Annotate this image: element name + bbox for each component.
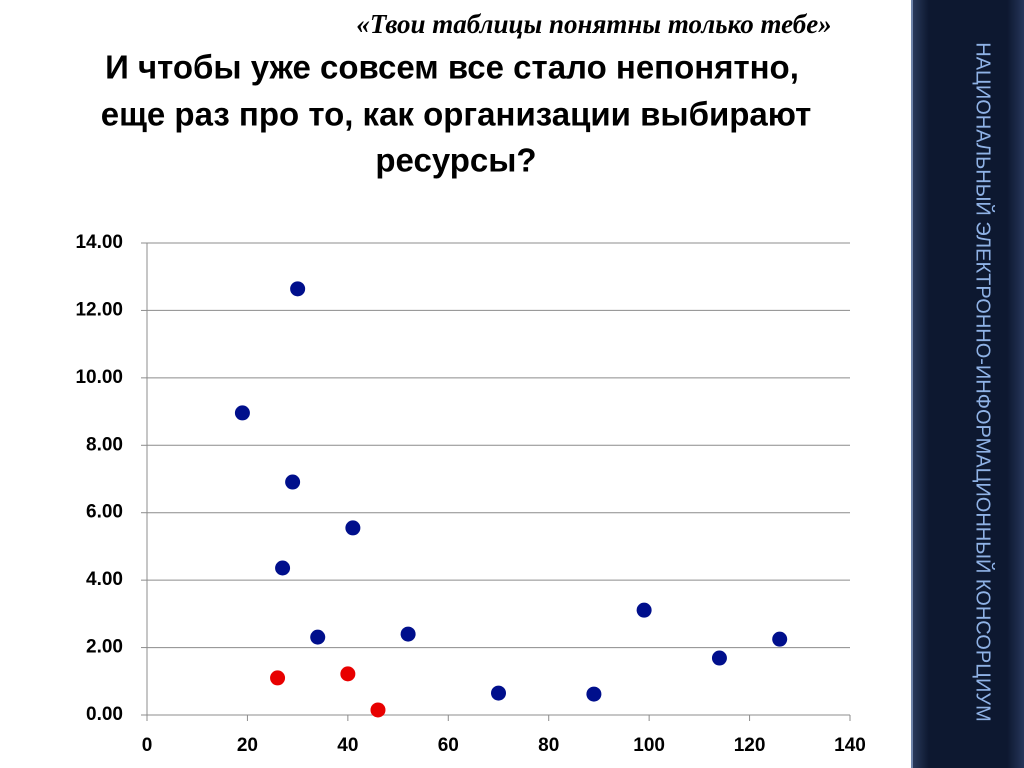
chart: 0.00 2.00 4.00 6.00 8.00 10.00 12.00 14.00 0 20 40…: [75, 232, 865, 756]
y-tick-label: 6.00: [86, 502, 123, 523]
point: [491, 685, 506, 701]
point: [345, 520, 361, 536]
y-tick-label: 10.00: [75, 367, 123, 388]
x-tick-label: 20: [237, 735, 258, 756]
y-tick-label: 8.00: [86, 434, 123, 455]
point: [340, 666, 356, 682]
x-tick-label: 60: [438, 735, 459, 756]
y-tick-label: 14.00: [75, 232, 123, 253]
point: [711, 650, 727, 666]
x-tick-label: 140: [834, 735, 866, 756]
y-tick-label: 2.00: [86, 637, 123, 658]
x-tick-label: 40: [337, 735, 358, 756]
title-line: еще раз про то, как организации выбирают: [101, 96, 812, 133]
subtitle: «Твои таблицы понятны только тебе»: [356, 9, 831, 39]
y-tick-label: 12.00: [75, 299, 123, 320]
point: [234, 405, 250, 421]
x-tick-label: 120: [734, 735, 766, 756]
point: [636, 602, 652, 618]
x-tick-label: 0: [142, 735, 153, 756]
point: [270, 670, 286, 686]
title-line: ресурсы?: [375, 142, 536, 179]
point: [275, 560, 291, 576]
point: [586, 686, 602, 702]
title-line: И чтобы уже совсем все стало непонятно,: [105, 49, 799, 86]
point: [290, 281, 306, 297]
point: [285, 474, 301, 490]
point: [310, 629, 326, 645]
x-tick-label: 100: [633, 735, 665, 756]
y-tick-label: 0.00: [86, 704, 123, 725]
point: [400, 626, 416, 642]
x-tick-label: 80: [538, 735, 559, 756]
point: [370, 702, 386, 718]
side-band: [912, 0, 1024, 768]
side-text: НАЦИОНАЛЬНЫЙ ЭЛЕКТРОННО-ИНФОРМАЦИОННЫЙ К…: [972, 42, 996, 721]
y-tick-label: 4.00: [86, 569, 123, 590]
point: [772, 631, 788, 647]
